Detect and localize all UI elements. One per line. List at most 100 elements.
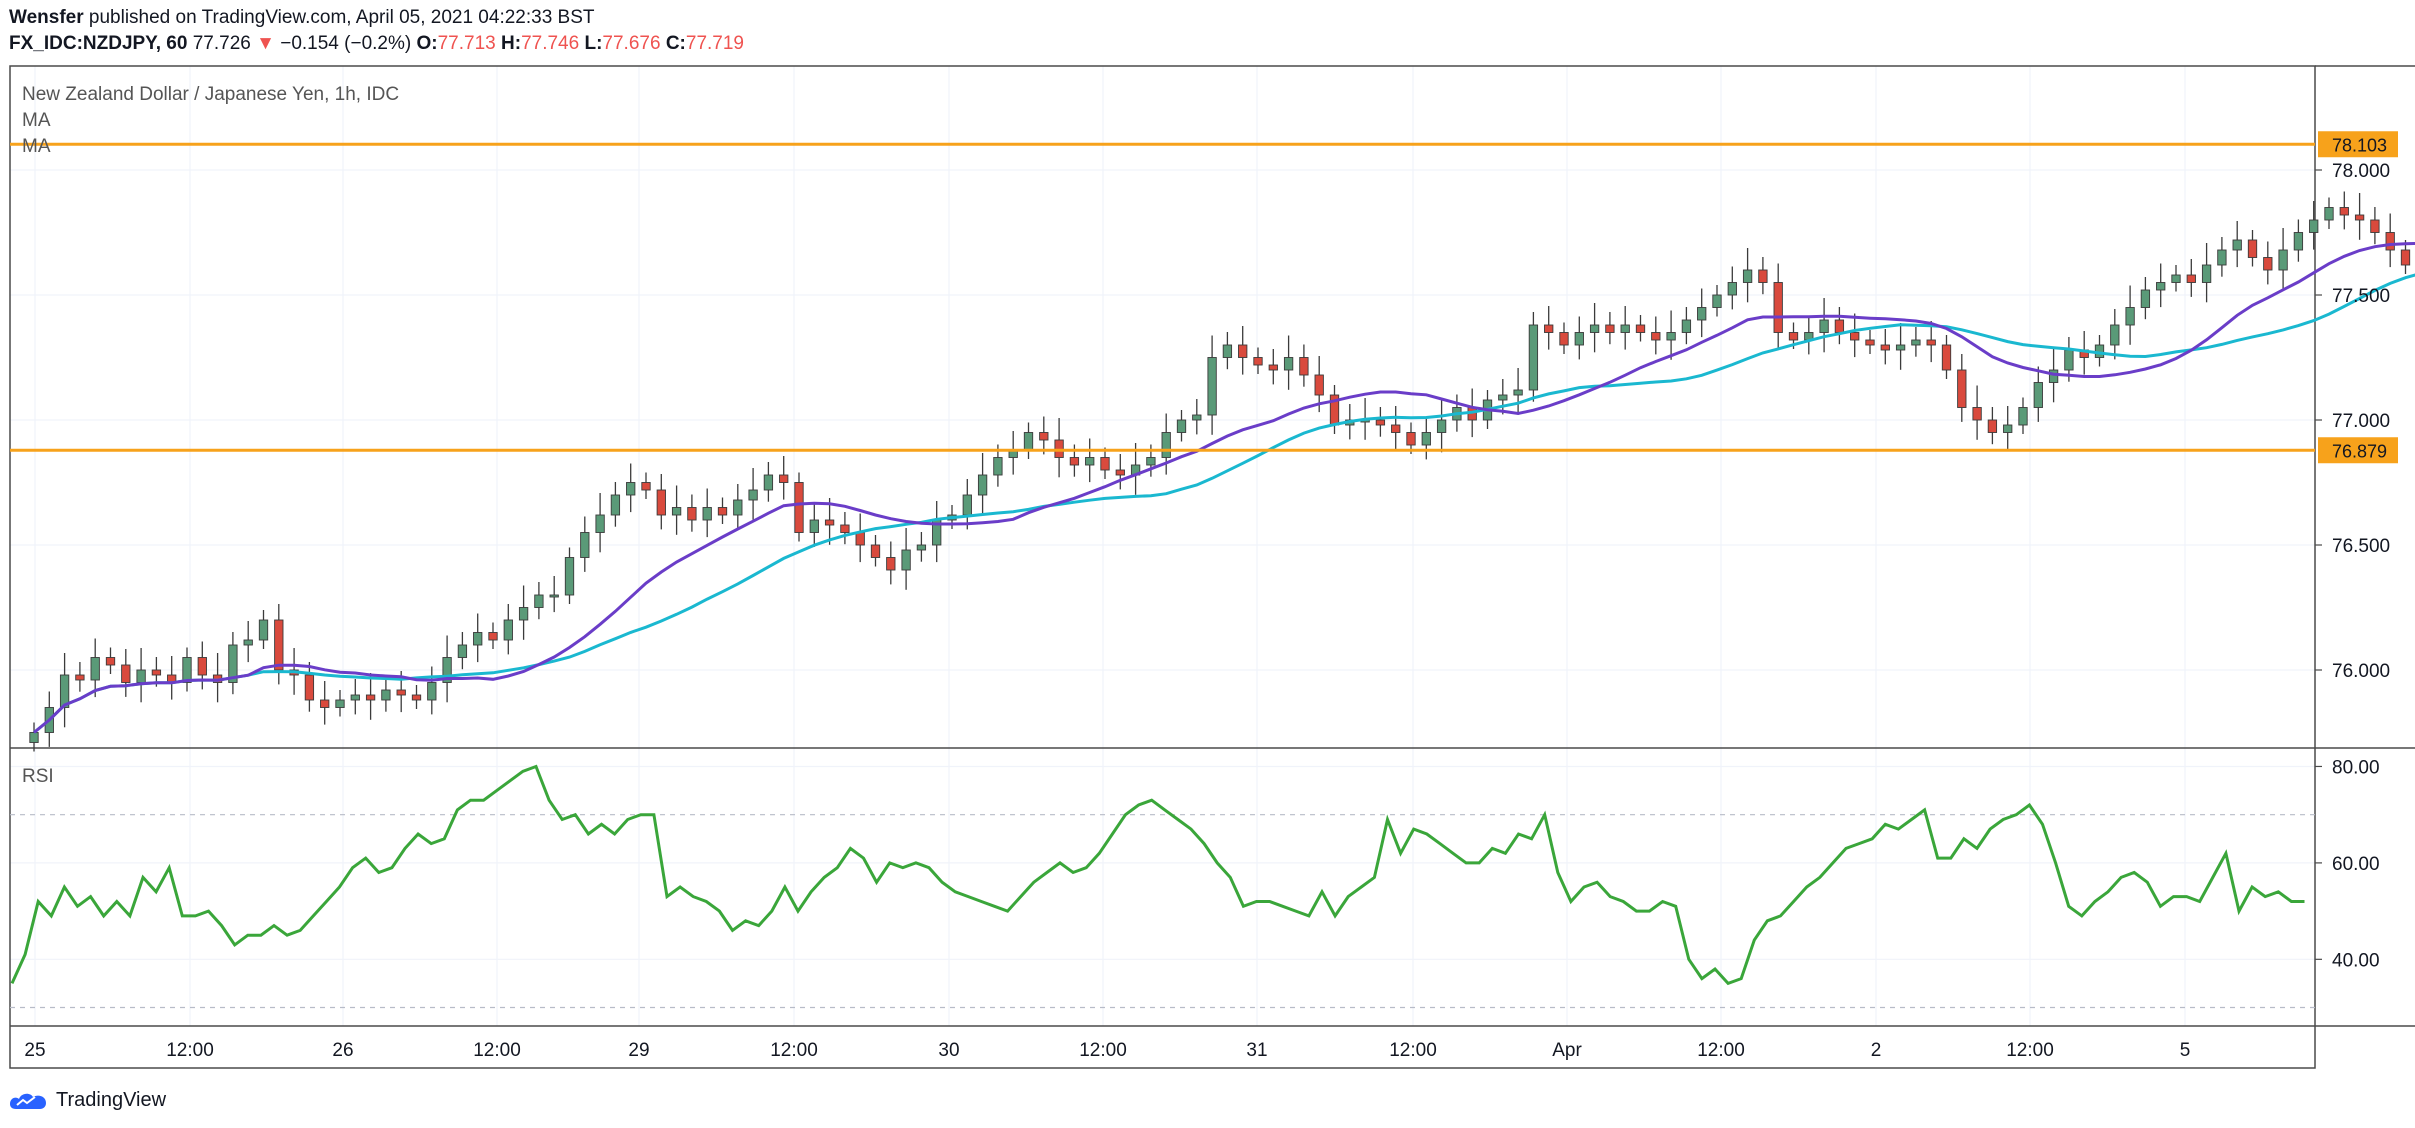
- ma-legend-2[interactable]: MA: [22, 136, 51, 157]
- candle-body: [2354, 214, 2365, 221]
- candle-body: [396, 689, 406, 696]
- rsi-axis-label: 60.00: [2332, 854, 2380, 875]
- candle-body: [1023, 432, 1034, 451]
- candle-body: [763, 474, 774, 491]
- candle-body: [2125, 307, 2135, 326]
- high-label: H:: [501, 33, 522, 54]
- tradingview-logo-icon: [10, 1093, 46, 1109]
- symbol-label: FX_IDC:NZDJPY, 60: [9, 33, 188, 54]
- candle-body: [1681, 319, 1692, 333]
- candle-body: [794, 482, 804, 533]
- candlestick-series: [29, 191, 2411, 752]
- candle-body: [1957, 369, 1967, 408]
- tradingview-footer[interactable]: TradingView: [8, 1085, 166, 1115]
- candle-body: [993, 457, 1003, 476]
- candle-body: [2385, 232, 2395, 251]
- candle-body: [457, 644, 468, 658]
- candle-body: [2156, 282, 2166, 291]
- time-axis[interactable]: 25 12:00 26 12:00 29 12:00 30 12:00 31 12:00 Apr 12…: [24, 1040, 2190, 1061]
- rsi-legend[interactable]: RSI: [22, 766, 54, 787]
- candle-body: [1176, 419, 1187, 433]
- candle-body: [1697, 307, 1707, 321]
- candle-body: [258, 619, 269, 641]
- candle-body: [626, 482, 636, 496]
- candle-body: [1589, 324, 1600, 333]
- candle-body: [29, 732, 39, 743]
- rsi-axis-label: 40.00: [2332, 950, 2380, 971]
- last-price: 77.726: [192, 33, 251, 54]
- rsi-series: [10, 764, 2305, 986]
- candle-body: [2048, 369, 2059, 383]
- price-level-label: 78.103: [2332, 135, 2387, 155]
- time-axis-label: 12:00: [166, 1040, 214, 1061]
- author-name[interactable]: Wensfer: [9, 7, 84, 28]
- grid-lines: [10, 66, 2315, 1026]
- candle-body: [1314, 374, 1324, 396]
- candle-body: [870, 544, 881, 558]
- candle-body: [473, 632, 483, 646]
- price-axis-label: 77.000: [2332, 411, 2390, 432]
- candle-body: [2309, 219, 2319, 233]
- candle-body: [2400, 249, 2411, 266]
- horizontal-levels[interactable]: 78.103 76.879: [10, 131, 2398, 464]
- time-axis-label: 25: [24, 1040, 45, 1061]
- price-level-tag: [2318, 131, 2398, 158]
- candle-body: [1192, 414, 1202, 421]
- time-axis-label: 30: [938, 1040, 959, 1061]
- publish-info: published on TradingView.com, April 05, …: [83, 7, 595, 28]
- candle-body: [1727, 282, 1737, 296]
- candle-body: [1620, 324, 1630, 333]
- candle-body: [1436, 419, 1447, 433]
- candle-body: [59, 674, 70, 708]
- candle-body: [1268, 364, 1278, 371]
- candle-body: [1605, 324, 1615, 333]
- candle-body: [824, 519, 835, 526]
- ma-fast-line: [33, 273, 2415, 734]
- candle-body: [1115, 469, 1125, 476]
- price-change: −0.154 (−0.2%): [280, 33, 412, 54]
- footer-brand: TradingView: [56, 1088, 167, 1111]
- price-axis-label: 77.500: [2332, 286, 2390, 307]
- candle-body: [748, 489, 758, 501]
- candle-body: [595, 514, 605, 533]
- candle-body: [228, 644, 238, 683]
- candle-body: [350, 694, 360, 701]
- price-axis-label: 76.500: [2332, 536, 2390, 557]
- candle-body: [2339, 207, 2349, 216]
- candle-body: [733, 499, 743, 516]
- candle-body: [304, 674, 315, 701]
- price-axis[interactable]: 78.000 77.500 77.000 76.500 76.000 80.00 60.00…: [2315, 161, 2390, 971]
- ohlc-line: FX_IDC:NZDJPY, 60 77.726 ▼ −0.154 (−0.2%…: [9, 33, 744, 55]
- candle-body: [1085, 457, 1095, 466]
- candle-body: [503, 619, 513, 641]
- candle-body: [1100, 457, 1110, 471]
- ma-legend-1[interactable]: MA: [22, 110, 51, 131]
- chart-header: Wensfer published on TradingView.com, Ap…: [0, 0, 2415, 66]
- candle-body: [1574, 332, 1584, 346]
- candle-body: [197, 657, 207, 676]
- candle-body: [2018, 407, 2028, 426]
- candle-body: [1865, 339, 1875, 346]
- candle-body: [1421, 432, 1431, 446]
- chart-frame: [9, 65, 2316, 1069]
- time-axis-label: 12:00: [770, 1040, 818, 1061]
- time-axis-label: 2: [1871, 1040, 1882, 1061]
- candle-body: [365, 694, 376, 701]
- open-value: 77.713: [437, 33, 496, 54]
- candle-body: [534, 594, 544, 608]
- candle-body: [1742, 269, 1753, 283]
- candle-body: [1146, 457, 1156, 466]
- publish-line: Wensfer published on TradingView.com, Ap…: [9, 7, 595, 29]
- candle-body: [702, 507, 712, 521]
- candle-body: [564, 557, 575, 596]
- candle-body: [886, 557, 896, 571]
- time-axis-label: 12:00: [1389, 1040, 1437, 1061]
- candle-body: [809, 519, 819, 533]
- candle-body: [1283, 357, 1294, 371]
- candle-body: [1972, 407, 1982, 421]
- candle-body: [1238, 344, 1248, 358]
- close-label: C:: [665, 33, 686, 54]
- candle-body: [1758, 269, 1768, 283]
- candle-body: [1544, 324, 1554, 333]
